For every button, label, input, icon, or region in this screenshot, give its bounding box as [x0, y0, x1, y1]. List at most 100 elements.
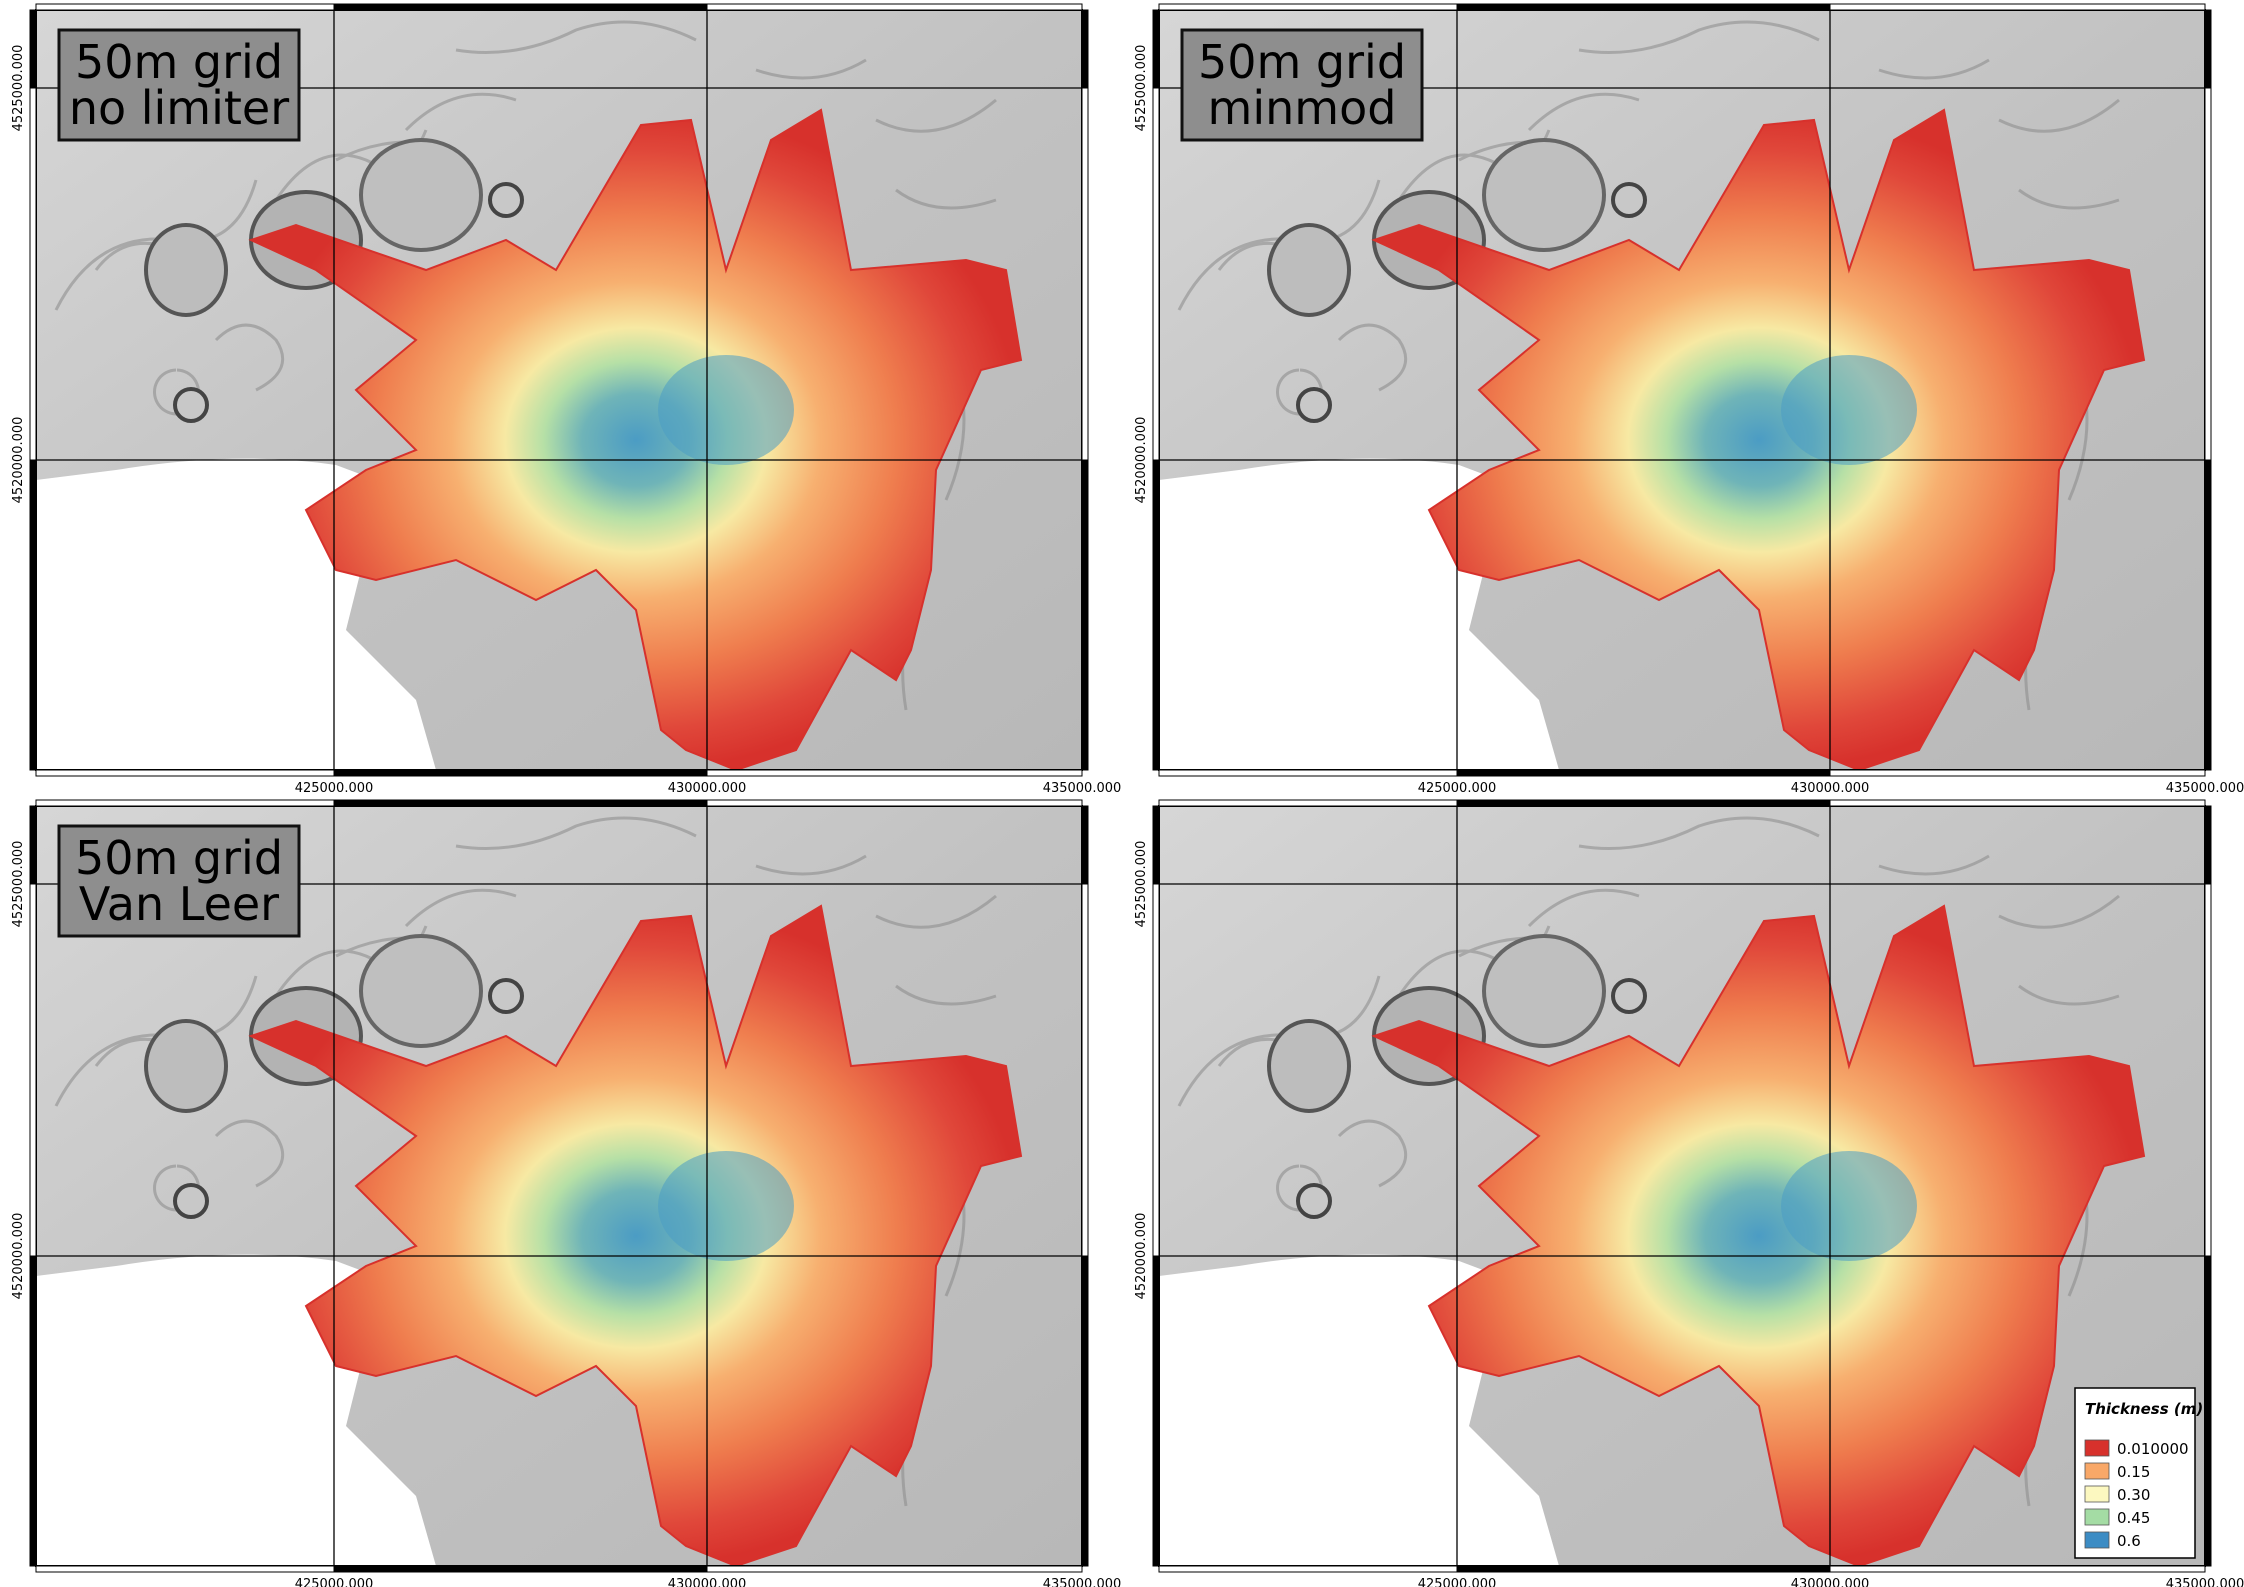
caldera-rim: [1482, 138, 1606, 252]
x-tick-label: 430000.000: [1791, 781, 1870, 796]
frame-tick-segment: [1456, 769, 1831, 777]
x-tick-label: 425000.000: [1418, 1577, 1497, 1587]
deposit-thickness: [248, 904, 1023, 1568]
frame-tick-segment: [1081, 9, 1089, 89]
frame-tick-segment: [1158, 769, 1458, 777]
map-frame-ticks: [1152, 799, 2212, 1573]
terrain-ridge: [1578, 816, 1820, 850]
y-tick-label: 4520000.000: [1134, 1213, 1149, 1300]
terrain-ridge: [895, 188, 997, 210]
map-panel-4: 425000.000 430000.000 435000.000 4525000.00…: [1134, 799, 2244, 1587]
x-tick-label: 435000.000: [2166, 781, 2244, 796]
legend-swatch: [2084, 1508, 2110, 1526]
frame-tick-segment: [1081, 87, 1089, 461]
frame-tick-segment: [1158, 799, 1458, 807]
y-tick-label: 4520000.000: [1134, 417, 1149, 504]
frame-tick-segment: [1152, 883, 1160, 1257]
crater: [488, 182, 524, 218]
terrain-ridge: [2018, 188, 2120, 210]
frame-tick-segment: [29, 805, 37, 885]
legend-entry-label: 0.010000: [2117, 1440, 2189, 1458]
legend-swatch: [2084, 1531, 2110, 1549]
caldera-rim: [1267, 223, 1351, 317]
frame-tick-segment: [29, 1255, 37, 1567]
crater: [1296, 1183, 1332, 1219]
terrain-ridge: [404, 888, 517, 928]
caldera-rim: [359, 138, 483, 252]
terrain-ridge: [755, 58, 867, 80]
frame-tick-segment: [1152, 1255, 1160, 1567]
frame-tick-segment: [1829, 769, 2206, 777]
frame-tick-segment: [706, 3, 1083, 11]
x-tick-label: 435000.000: [1043, 1577, 1122, 1587]
panel-label-line: Van Leer: [79, 877, 279, 931]
frame-tick-segment: [706, 799, 1083, 807]
y-tick-label: 4525000.000: [1134, 841, 1149, 928]
panel-label-line: minmod: [1208, 81, 1397, 135]
terrain-ridge: [1527, 888, 1640, 928]
frame-tick-segment: [1456, 799, 1831, 807]
crater: [1611, 182, 1647, 218]
frame-tick-segment: [2204, 9, 2212, 89]
panel-label-line: no limiter: [69, 81, 289, 135]
legend-swatch: [2084, 1439, 2110, 1457]
caldera-rim: [144, 1019, 228, 1113]
frame-tick-segment: [333, 1565, 708, 1573]
legend-entry-label: 0.6: [2117, 1532, 2141, 1550]
x-tick-label: 435000.000: [2166, 1577, 2244, 1587]
frame-tick-segment: [1456, 3, 1831, 11]
frame-tick-segment: [1829, 799, 2206, 807]
frame-tick-segment: [1081, 805, 1089, 885]
deposit-core: [658, 1151, 794, 1261]
legend-swatch: [2084, 1462, 2110, 1480]
y-tick-label: 4525000.000: [1134, 45, 1149, 132]
frame-tick-segment: [1081, 883, 1089, 1257]
frame-tick-segment: [2204, 805, 2212, 885]
panel-label-box: [57, 824, 301, 938]
caldera-rim: [144, 223, 228, 317]
deposit-core: [658, 355, 794, 465]
terrain-ridge: [404, 92, 517, 132]
deposit-thickness: [248, 108, 1023, 772]
y-tick-label: 4525000.000: [11, 841, 26, 928]
legend-entry-label: 0.15: [2117, 1463, 2150, 1481]
terrain-ridge: [875, 894, 997, 929]
terrain-ridge: [2018, 984, 2120, 1006]
x-tick-label: 430000.000: [668, 1577, 747, 1587]
frame-tick-segment: [2204, 87, 2212, 461]
terrain-ridge: [455, 816, 697, 850]
x-tick-label: 425000.000: [295, 1577, 374, 1587]
legend: Thickness (m) 0.010000 0.15 0.30 0.45 0.6: [2074, 1387, 2203, 1559]
frame-tick-segment: [29, 9, 37, 89]
frame-tick-segment: [35, 799, 335, 807]
terrain-ridge: [214, 323, 285, 392]
panel-label-box: [57, 28, 301, 142]
frame-tick-segment: [333, 3, 708, 11]
x-tick-label: 430000.000: [1791, 1577, 1870, 1587]
frame-tick-segment: [35, 1565, 335, 1573]
frame-tick-segment: [333, 769, 708, 777]
legend-swatch: [2084, 1485, 2110, 1503]
caldera-rim: [1482, 934, 1606, 1048]
terrain-ridge: [1337, 1119, 1408, 1188]
frame-tick-segment: [2204, 459, 2212, 771]
panel-label-line: 50m grid: [75, 35, 283, 89]
x-tick-label: 435000.000: [1043, 781, 1122, 796]
x-tick-label: 425000.000: [295, 781, 374, 796]
y-tick-label: 4520000.000: [11, 417, 26, 504]
frame-tick-segment: [1829, 3, 2206, 11]
crater: [1296, 387, 1332, 423]
y-tick-label: 4520000.000: [11, 1213, 26, 1300]
terrain-ridge: [1527, 92, 1640, 132]
map-grid: [1159, 806, 2205, 1566]
frame-tick-segment: [1158, 1565, 1458, 1573]
y-tick-label: 4525000.000: [11, 45, 26, 132]
frame-tick-segment: [1152, 87, 1160, 461]
crater: [1611, 978, 1647, 1014]
frame-tick-segment: [29, 883, 37, 1257]
legend-entry-label: 0.30: [2117, 1486, 2150, 1504]
legend-title: Thickness (m): [2085, 1400, 2203, 1418]
